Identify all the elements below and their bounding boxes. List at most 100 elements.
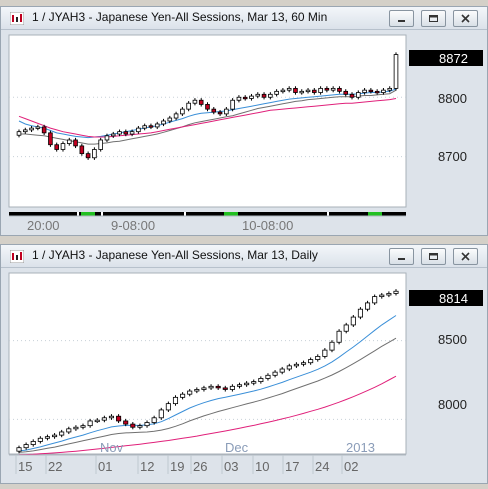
month-label-nov: Nov xyxy=(100,440,124,455)
candle xyxy=(158,409,164,419)
ma-slow-line xyxy=(18,98,397,138)
candle xyxy=(322,349,328,357)
candle xyxy=(258,378,264,382)
candle xyxy=(66,428,72,433)
candle xyxy=(261,93,267,98)
price-label-8700: 8700 xyxy=(438,149,467,164)
candle xyxy=(22,129,28,133)
candle xyxy=(110,133,116,137)
candle xyxy=(379,294,385,298)
candle xyxy=(123,420,129,425)
candle xyxy=(201,387,207,390)
candle xyxy=(29,127,34,131)
session-gap xyxy=(184,212,186,216)
restore-icon xyxy=(429,15,438,22)
candle xyxy=(161,120,166,125)
chart-area-daily[interactable]: Nov Dec 2013 8500 8000 8814 15 22 01 12 19 26… xyxy=(1,268,487,483)
day-label: 02 xyxy=(344,459,358,474)
title-bar[interactable]: 1 / JYAH3 - Japanese Yen-All Sessions, M… xyxy=(1,7,487,30)
candle xyxy=(229,385,235,390)
candle xyxy=(312,89,317,93)
candle xyxy=(117,131,122,135)
candle xyxy=(365,302,371,310)
candle xyxy=(154,123,160,128)
candle xyxy=(255,93,261,97)
candle xyxy=(136,127,141,133)
candle xyxy=(315,356,321,360)
day-label: 26 xyxy=(193,459,207,474)
day-label: 22 xyxy=(48,459,62,474)
candle xyxy=(37,437,43,442)
minimize-button[interactable] xyxy=(389,248,414,265)
candle xyxy=(194,389,200,392)
last-price-tag: 8814 xyxy=(439,291,468,306)
window-title: 1 / JYAH3 - Japanese Yen-All Sessions, M… xyxy=(32,10,328,24)
candle xyxy=(85,153,91,159)
day-label: 19 xyxy=(170,459,184,474)
candle xyxy=(144,422,150,427)
candle xyxy=(251,381,257,384)
ma-mid-line xyxy=(19,89,397,145)
day-label: 24 xyxy=(315,459,329,474)
minimize-icon xyxy=(398,258,405,260)
ma-mid-line xyxy=(18,337,397,453)
day-label: 10 xyxy=(255,459,269,474)
candle xyxy=(92,149,97,159)
candle xyxy=(393,290,399,294)
session-gap xyxy=(327,212,329,216)
candle xyxy=(336,330,342,343)
last-price-tag-bg xyxy=(409,290,483,306)
candle xyxy=(148,125,154,128)
chart-icon xyxy=(9,249,25,268)
chart-icon xyxy=(9,11,25,30)
candle xyxy=(80,425,86,428)
candle xyxy=(386,293,392,296)
candle xyxy=(123,131,129,135)
candle xyxy=(98,139,103,150)
price-label-8000: 8000 xyxy=(438,397,467,412)
last-price-tag-bg xyxy=(409,50,483,66)
close-icon xyxy=(461,252,470,261)
candle xyxy=(130,423,136,428)
candle xyxy=(357,308,363,318)
candle xyxy=(330,87,336,91)
candle xyxy=(73,139,78,147)
candle xyxy=(286,365,292,370)
time-label-2000: 20:00 xyxy=(27,218,60,233)
candle xyxy=(356,92,361,98)
day-label: 03 xyxy=(224,459,238,474)
candle xyxy=(299,90,305,94)
candle xyxy=(343,90,349,95)
session-gap xyxy=(101,212,103,216)
close-button[interactable] xyxy=(453,248,478,265)
candle xyxy=(337,87,342,92)
candle xyxy=(151,417,157,423)
candle xyxy=(318,87,323,93)
month-label-2013: 2013 xyxy=(346,440,375,455)
chart-area-60min[interactable]: 8800 8700 8872 20:00 9-08:00 10-08:00 xyxy=(1,30,487,235)
candle xyxy=(205,103,210,110)
candle xyxy=(300,362,307,365)
candle xyxy=(286,87,292,91)
restore-button[interactable] xyxy=(421,10,446,27)
candle xyxy=(305,89,311,93)
time-label-10-0800: 10-08:00 xyxy=(242,218,293,233)
candle xyxy=(87,420,93,427)
candle xyxy=(173,113,179,119)
candle xyxy=(180,393,186,398)
candle xyxy=(116,415,122,422)
candle xyxy=(242,96,248,100)
day-label: 12 xyxy=(140,459,154,474)
candle xyxy=(104,135,110,141)
day-label: 17 xyxy=(285,459,299,474)
candle xyxy=(349,93,355,98)
candle xyxy=(381,89,386,93)
close-button[interactable] xyxy=(453,10,478,27)
day-label: 15 xyxy=(18,459,32,474)
day-label: 01 xyxy=(98,459,112,474)
restore-button[interactable] xyxy=(421,248,446,265)
candle xyxy=(324,87,330,91)
candle xyxy=(44,436,50,439)
minimize-button[interactable] xyxy=(389,10,414,27)
title-bar[interactable]: 1 / JYAH3 - Japanese Yen-All Sessions, M… xyxy=(1,245,487,268)
